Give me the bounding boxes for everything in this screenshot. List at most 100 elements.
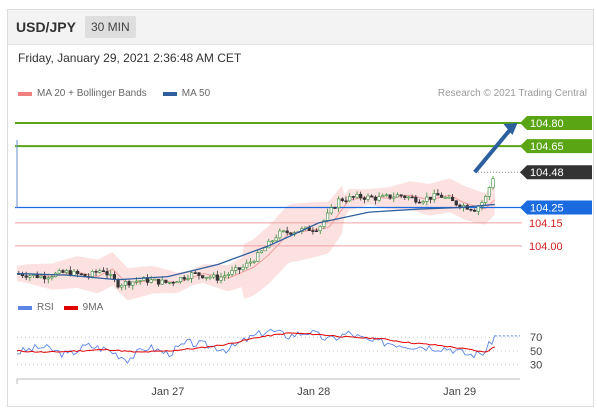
candle-body [351,196,355,198]
candle-body [215,274,219,281]
candle-body [131,281,135,286]
candle-body [355,193,359,198]
candle-body [417,201,422,204]
rsi-line [16,328,496,364]
candle-body [109,274,113,276]
candle-body [208,276,212,279]
rsi-tick-label: 30 [530,360,542,372]
candle-body [311,230,315,232]
forecast-arrow-head [503,123,518,136]
chart-header: USD/JPY 30 MIN [8,10,593,45]
candle-body [223,275,227,278]
ma50-label: MA 50 [181,88,211,99]
candle-body [484,196,488,203]
interval-badge[interactable]: 30 MIN [85,16,136,38]
candle-body [197,272,201,276]
candle-body [314,230,319,232]
candle-body [138,280,142,282]
candle-body [61,270,65,273]
candle-body [432,193,436,200]
candle-body [175,281,179,284]
candle-body [285,230,289,234]
candle-body [289,232,293,235]
copyright-text: Research © 2021 Trading Central [437,88,587,99]
candle-body [447,196,451,199]
candle-body [392,196,396,199]
candle-body [245,262,249,268]
price-tag-label: 104.48 [530,167,564,179]
candle-body [436,193,440,196]
candle-body [491,178,495,188]
candle-body [72,270,76,276]
candle-body [94,271,98,273]
candle-body [226,274,230,276]
candle-body [259,250,264,253]
candle-body [274,237,278,242]
candle-body [403,195,407,198]
candle-body [359,193,363,199]
candle-body [337,198,341,209]
price-tag [520,116,592,131]
candle-body [76,270,80,275]
bollinger-band [17,178,495,301]
level-label: 104.15 [529,218,563,230]
rsi-legend: RSI 9MA [18,302,103,313]
candle-body [204,276,208,279]
candle-body [182,277,186,280]
candle-body [326,212,330,221]
candle-body [42,275,47,280]
candle-body [50,276,54,279]
candle-body [329,207,333,214]
candle-body [98,270,102,273]
price-tag [520,165,592,180]
candle-body [410,196,414,199]
candle-body [127,281,131,286]
candle-body [178,277,183,283]
candle-body [480,202,484,207]
rsi-tick-label: 70 [530,332,542,344]
price-tag [520,139,592,154]
candle-body [68,270,72,276]
candle-body [270,240,275,243]
candle-body [370,195,374,198]
candle-body [189,272,194,279]
candle-body [46,277,50,280]
candle-body [156,278,161,285]
candle-body [381,195,385,198]
candle-body [123,281,128,286]
candle-body [388,194,392,199]
candle-body [230,270,234,275]
ma9-swatch [63,305,78,310]
candle-body [105,271,109,276]
candle-body [116,279,120,288]
candle-body [160,279,164,285]
candle-body [79,273,83,276]
candle-body [263,247,267,252]
chart-datetime: Friday, January 29, 2021 2:36:48 AM CET [18,51,242,65]
candle-body [425,196,429,202]
candle-body [443,197,447,199]
candle-body [212,274,216,278]
candle-body [322,220,326,227]
candle-body [428,196,433,200]
candle-body [366,195,370,200]
candle-body [142,277,146,281]
candle-body [164,279,168,283]
candle-body [90,271,94,277]
candle-body [395,194,400,198]
candle-body [153,278,157,281]
price-tag [520,200,592,215]
candle-body [35,274,39,278]
level-label: 104.00 [529,241,563,253]
candle-body [186,278,190,280]
price-tag-label: 104.25 [530,203,564,215]
ma50-line [16,203,495,281]
candle-body [237,267,241,270]
candle-body [193,272,197,274]
candle-body [248,261,253,264]
candle-body [241,266,245,270]
ma20-label: MA 20 + Bollinger Bands [37,88,147,99]
candle-body [24,275,28,278]
candle-body [281,230,286,233]
